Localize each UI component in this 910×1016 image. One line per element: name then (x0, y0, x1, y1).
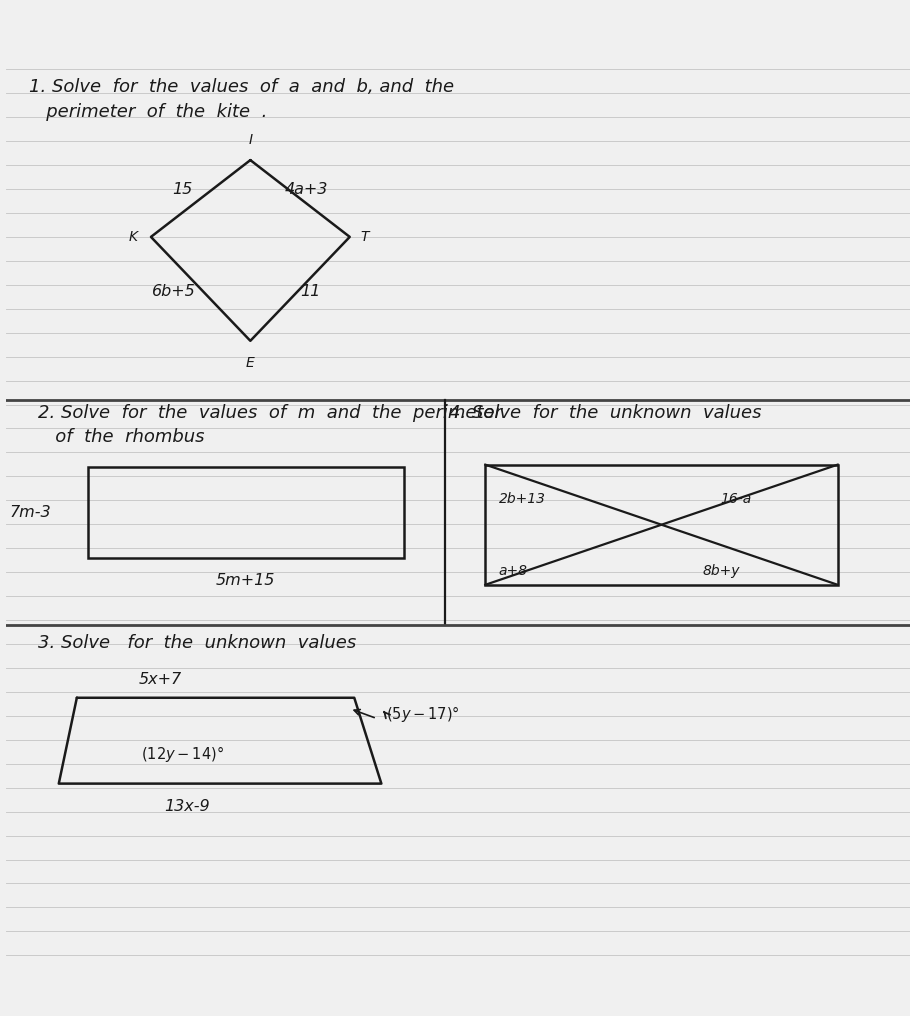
Text: T: T (360, 230, 369, 244)
Text: 15: 15 (173, 182, 193, 196)
Text: 5x+7: 5x+7 (138, 672, 181, 687)
Text: 3. Solve   for  the  unknown  values: 3. Solve for the unknown values (38, 634, 356, 652)
Text: $(5y-17)°$: $(5y-17)°$ (386, 704, 460, 724)
Text: 7m-3: 7m-3 (10, 505, 52, 520)
Text: a+8: a+8 (499, 564, 528, 578)
Text: 16-a: 16-a (720, 492, 752, 506)
Text: 11: 11 (300, 283, 320, 299)
Text: 4a+3: 4a+3 (285, 182, 329, 196)
Bar (87, 467, 404, 558)
Text: 6b+5: 6b+5 (152, 283, 196, 299)
Text: 5m+15: 5m+15 (217, 573, 276, 588)
Text: $(12y-14)°$: $(12y-14)°$ (141, 744, 224, 764)
Text: I: I (248, 132, 252, 146)
Bar (485, 464, 838, 585)
Text: of  the  rhombus: of the rhombus (38, 428, 205, 446)
Text: K: K (128, 230, 137, 244)
Text: 8b+y: 8b+y (703, 564, 740, 578)
Text: 2. Solve  for  the  values  of  m  and  the  perimeter: 2. Solve for the values of m and the per… (38, 403, 502, 422)
Text: 4. Solve  for  the  unknown  values: 4. Solve for the unknown values (450, 403, 762, 422)
Text: E: E (246, 357, 255, 370)
Text: perimeter  of  the  kite  .: perimeter of the kite . (29, 103, 268, 121)
Text: 2b+13: 2b+13 (499, 492, 546, 506)
Text: 1. Solve  for  the  values  of  a  and  b, and  the: 1. Solve for the values of a and b, and … (29, 78, 454, 97)
Text: 13x-9: 13x-9 (165, 799, 210, 814)
